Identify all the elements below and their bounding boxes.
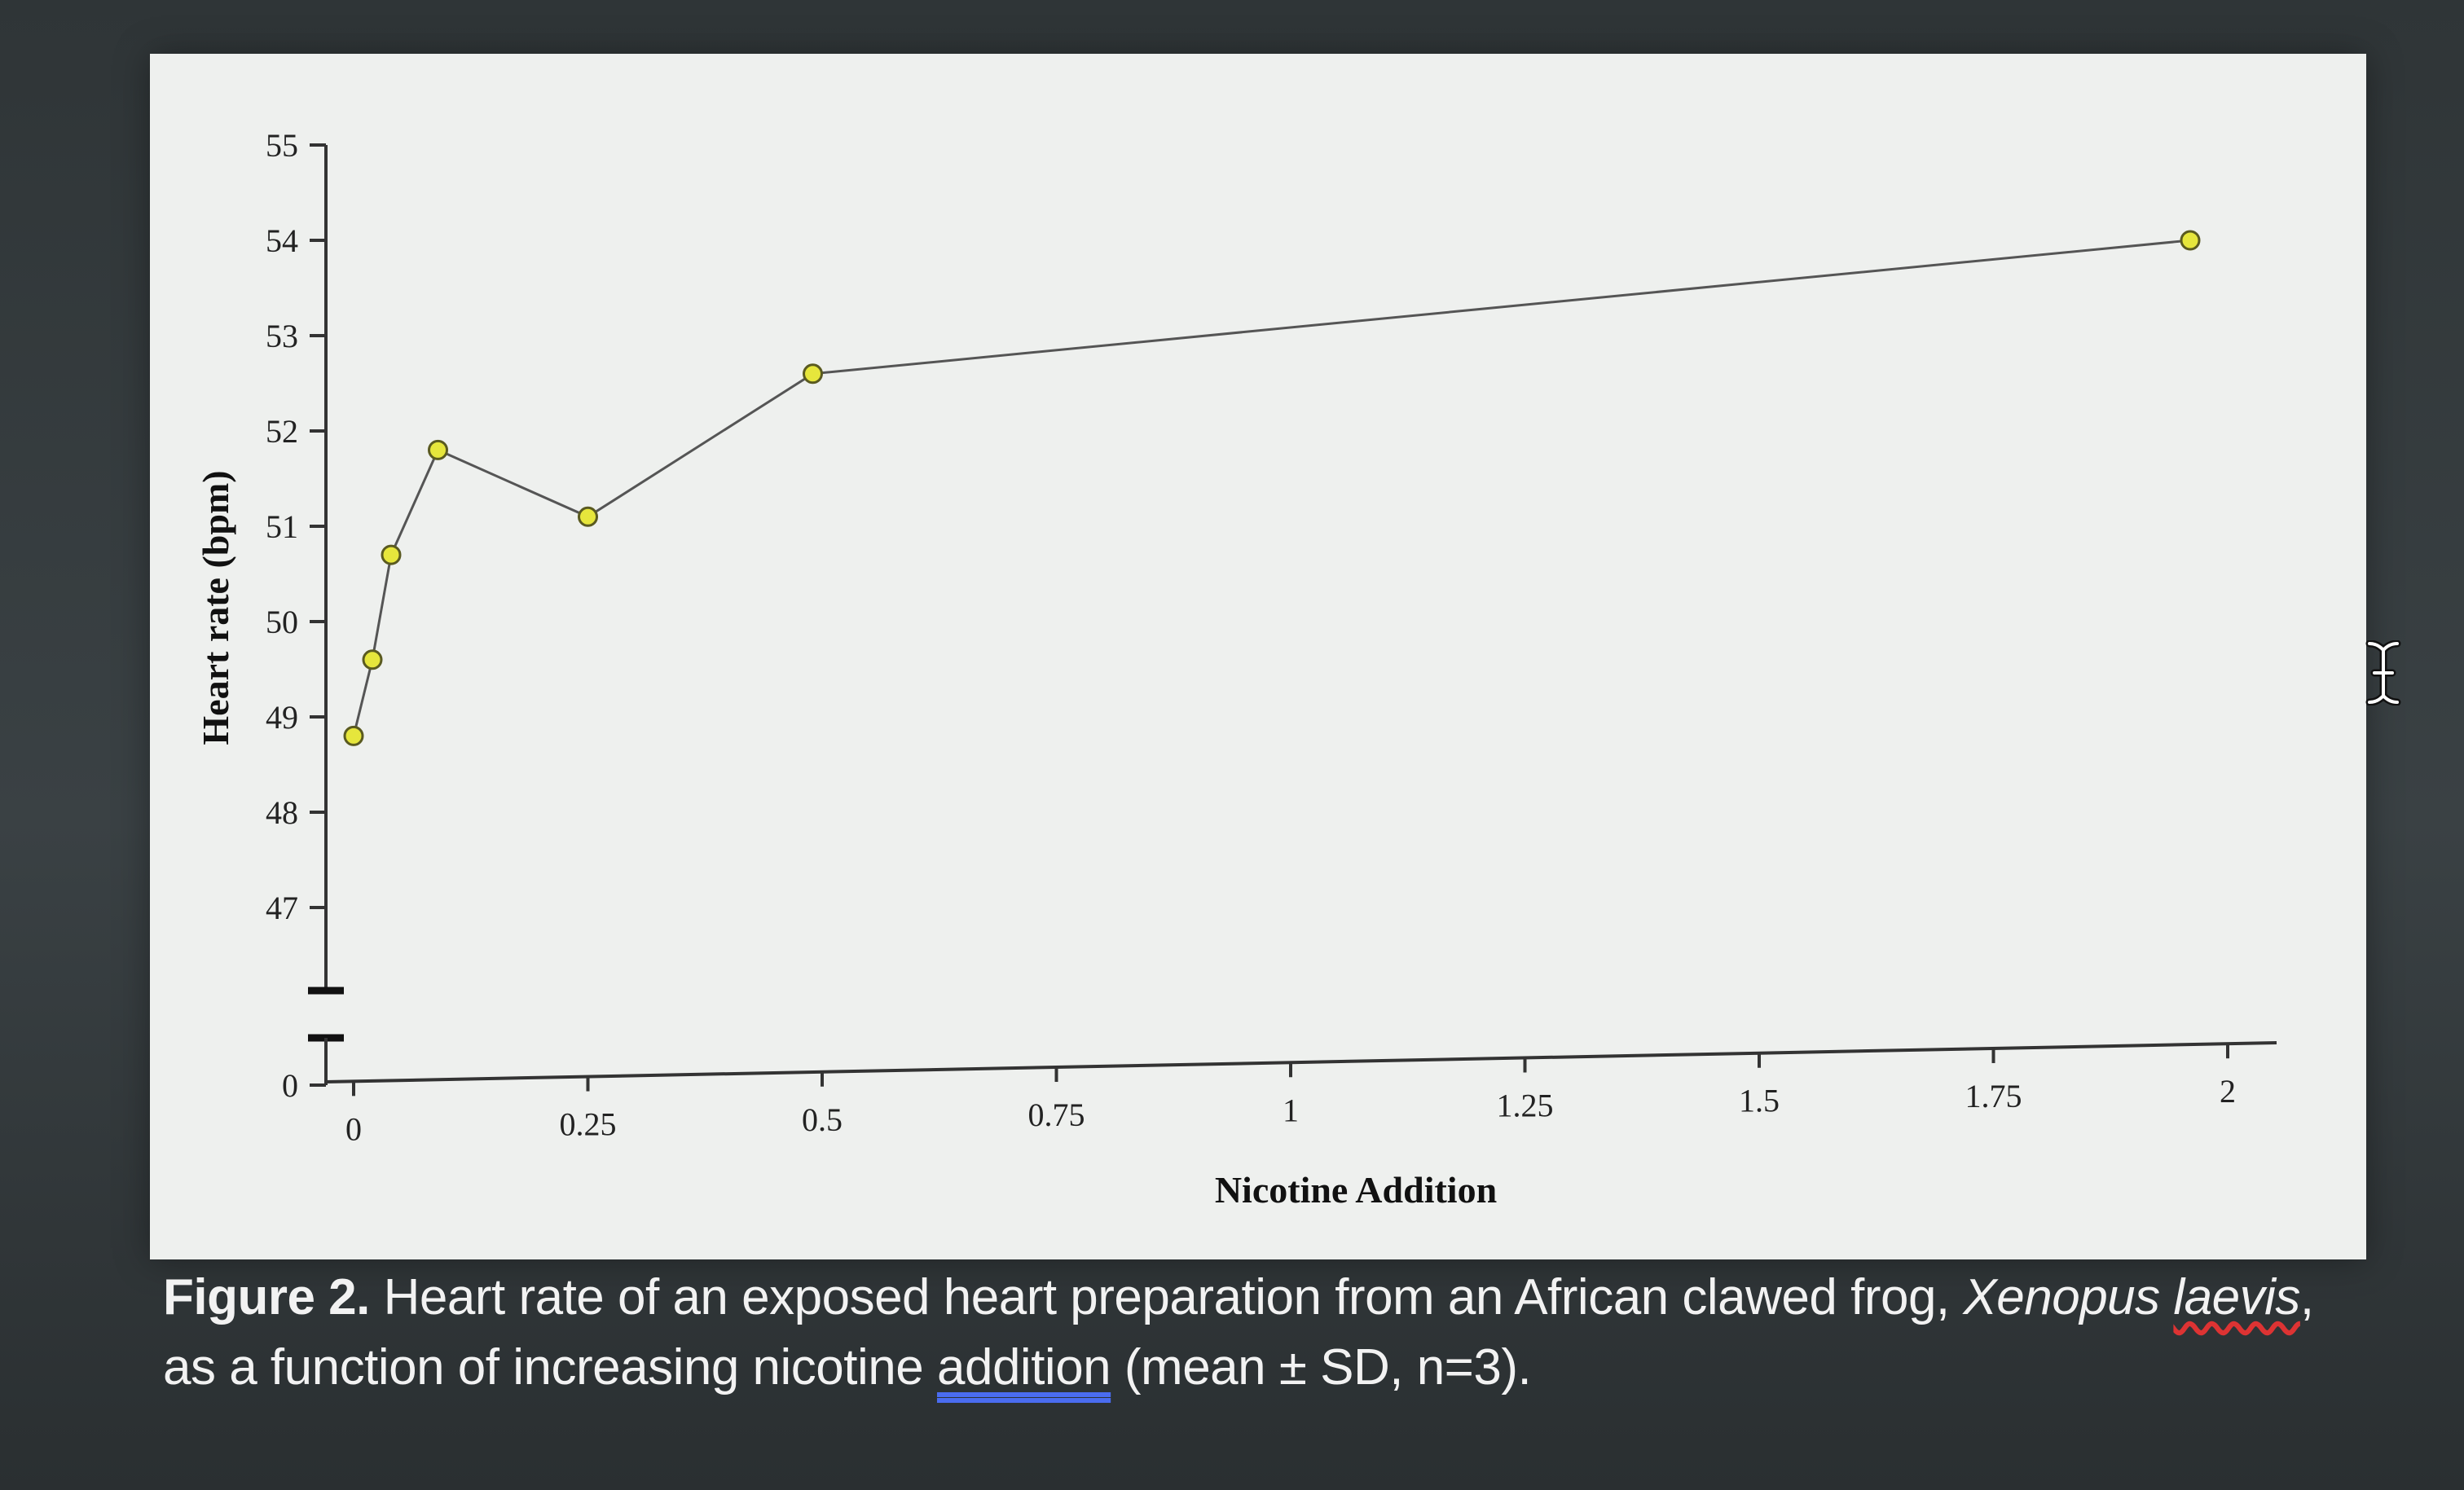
data-point [2180,230,2201,251]
y-tick-label: 47 [266,890,298,926]
line-chart: 0 47 48 49 50 51 52 53 54 55 0 0.25 0.5 0.75 1 1.25 1.5 1… [195,127,2277,1211]
y-axis-title: Heart rate (bpm) [195,470,236,745]
figure-caption: Figure 2. Heart rate of an exposed heart… [163,1263,2363,1403]
chart-panel: 0 47 48 49 50 51 52 53 54 55 0 0.25 0.5 0.75 1 1.25 1.5 1… [150,54,2366,1259]
x-tick-label: 2 [2220,1073,2236,1110]
axes: 0 47 48 49 50 51 52 53 54 55 0 0.25 0.5 0.75 1 1.25 1.5 1… [266,127,2277,1147]
x-axis-line [325,1041,2277,1083]
y-tick-label: 54 [266,222,298,259]
x-tick-label: 0 [345,1110,362,1147]
y-tick-label: 50 [266,604,298,640]
series-line-layer [352,239,2191,736]
i-beam-text-cursor-icon [2365,640,2401,705]
caption-text-before: Heart rate of an exposed heart preparati… [369,1269,1964,1325]
x-tick-label: 1.25 [1497,1087,1554,1123]
data-point [381,544,402,565]
y-tick-label: 48 [266,794,298,831]
y-tick-label: 51 [266,508,298,545]
x-tick-label: 1 [1283,1092,1299,1128]
data-points [343,230,2201,746]
caption-figure-label: Figure 2. [163,1269,370,1325]
caption-species-genus: Xenopus [1963,1269,2160,1325]
y-tick-label: 52 [266,413,298,450]
y-tick-label: 0 [282,1067,298,1104]
x-tick-label: 0.5 [802,1101,843,1138]
x-axis-title: Nicotine Addition [1215,1169,1497,1211]
y-tick-label: 49 [266,699,298,736]
data-point [343,725,364,746]
data-point [362,649,383,670]
caption-underlined-word: addition [936,1339,1111,1396]
caption-species-epithet: laevis [2173,1269,2300,1325]
y-tick-label: 53 [266,318,298,354]
y-tick-label: 55 [266,127,298,164]
data-point [578,506,598,527]
data-point [803,363,823,385]
x-tick-label: 1.5 [1739,1083,1780,1119]
data-point [428,439,448,460]
caption-text-mid: , as a function of increasing nicotine [163,1269,2314,1396]
x-tick-label: 1.75 [1965,1078,2022,1114]
x-tick-label: 0.75 [1028,1097,1085,1133]
x-tick-label: 0.25 [560,1106,617,1143]
series-line [352,239,2191,736]
caption-text-after: (mean ± SD, n=3). [1111,1339,1532,1396]
